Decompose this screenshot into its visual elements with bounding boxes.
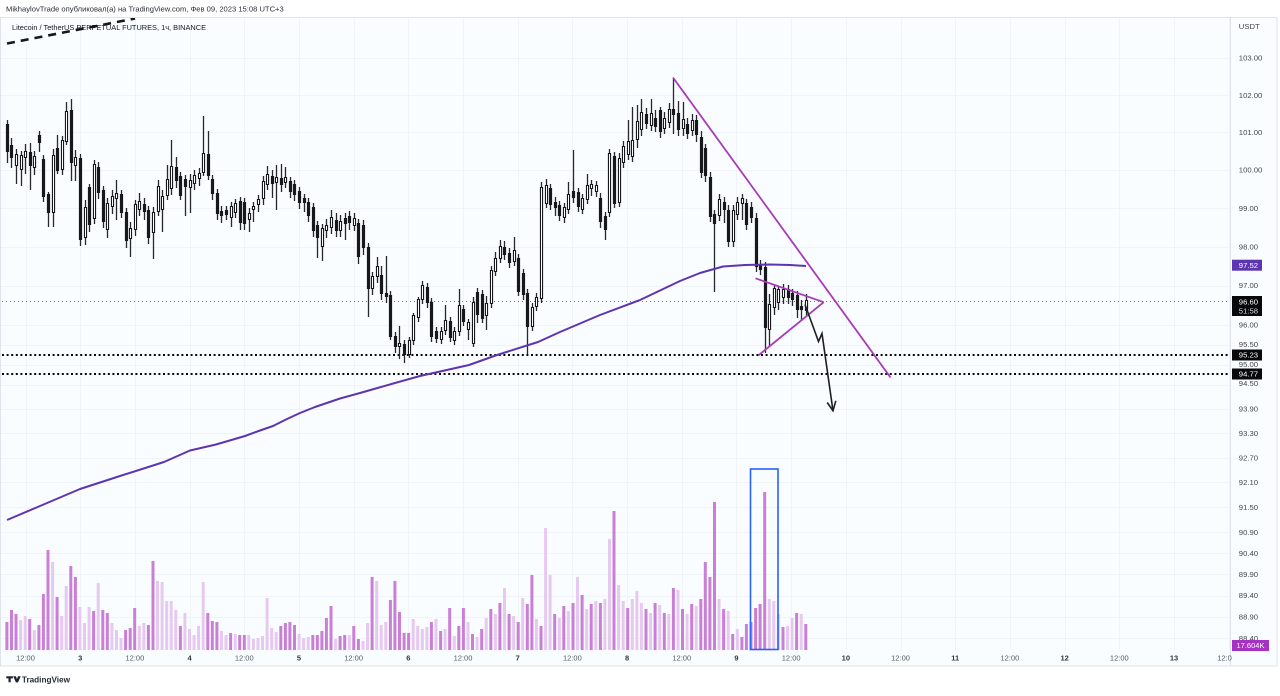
svg-text:92.10: 92.10 (1239, 478, 1258, 487)
svg-text:51:58: 51:58 (1239, 306, 1258, 315)
svg-text:TradingView: TradingView (22, 676, 71, 685)
svg-text:88.90: 88.90 (1239, 613, 1258, 622)
svg-text:93.90: 93.90 (1239, 405, 1258, 414)
svg-text:4: 4 (187, 654, 192, 663)
svg-text:13: 13 (1170, 654, 1178, 663)
svg-text:96.00: 96.00 (1239, 321, 1258, 330)
svg-text:94.50: 94.50 (1239, 379, 1258, 388)
svg-text:12:00: 12:00 (16, 654, 35, 663)
svg-text:95.50: 95.50 (1239, 340, 1258, 349)
svg-text:99.00: 99.00 (1239, 204, 1258, 213)
svg-text:3: 3 (78, 654, 82, 663)
svg-text:MikhaylovTrade опубликовал(а): MikhaylovTrade опубликовал(а) на Trading… (6, 5, 284, 14)
svg-text:97.52: 97.52 (1239, 261, 1258, 270)
svg-text:98.00: 98.00 (1239, 242, 1258, 251)
svg-text:96.60: 96.60 (1239, 298, 1258, 307)
svg-text:89.90: 89.90 (1239, 570, 1258, 579)
svg-text:12: 12 (1060, 654, 1068, 663)
svg-text:9: 9 (734, 654, 738, 663)
svg-text:103.00: 103.00 (1239, 53, 1263, 62)
svg-text:91.50: 91.50 (1239, 503, 1258, 512)
svg-text:94.77: 94.77 (1239, 370, 1258, 379)
svg-text:10: 10 (842, 654, 850, 663)
svg-text:USDT: USDT (1239, 22, 1260, 31)
svg-text:97.00: 97.00 (1239, 281, 1258, 290)
svg-text:93.30: 93.30 (1239, 429, 1258, 438)
svg-text:7: 7 (516, 654, 520, 663)
svg-text:95.23: 95.23 (1239, 351, 1258, 360)
svg-text:12:0: 12:0 (1217, 654, 1232, 663)
svg-text:12:00: 12:00 (891, 654, 910, 663)
svg-text:12:00: 12:00 (782, 654, 801, 663)
svg-text:12:00: 12:00 (344, 654, 363, 663)
svg-text:12:00: 12:00 (1110, 654, 1129, 663)
svg-text:88.40: 88.40 (1239, 634, 1258, 643)
svg-text:89.40: 89.40 (1239, 591, 1258, 600)
svg-text:12:00: 12:00 (672, 654, 691, 663)
svg-text:6: 6 (406, 654, 410, 663)
svg-text:8: 8 (625, 654, 629, 663)
svg-text:90.90: 90.90 (1239, 528, 1258, 537)
svg-text:12:00: 12:00 (563, 654, 582, 663)
svg-text:5: 5 (297, 654, 301, 663)
svg-text:90.40: 90.40 (1239, 549, 1258, 558)
svg-text:12:00: 12:00 (235, 654, 254, 663)
svg-text:95.00: 95.00 (1239, 360, 1258, 369)
svg-text:17.604K: 17.604K (1237, 641, 1265, 650)
svg-text:12:00: 12:00 (454, 654, 473, 663)
svg-text:12:00: 12:00 (1001, 654, 1020, 663)
svg-text:92.70: 92.70 (1239, 454, 1258, 463)
svg-text:100.00: 100.00 (1239, 166, 1263, 175)
svg-text:11: 11 (951, 654, 959, 663)
svg-text:Litecoin / TetherUS PERPETUAL: Litecoin / TetherUS PERPETUAL FUTURES, 1… (12, 23, 206, 32)
svg-text:102.00: 102.00 (1239, 91, 1263, 100)
svg-text:101.00: 101.00 (1239, 128, 1263, 137)
svg-text:12:00: 12:00 (125, 654, 144, 663)
